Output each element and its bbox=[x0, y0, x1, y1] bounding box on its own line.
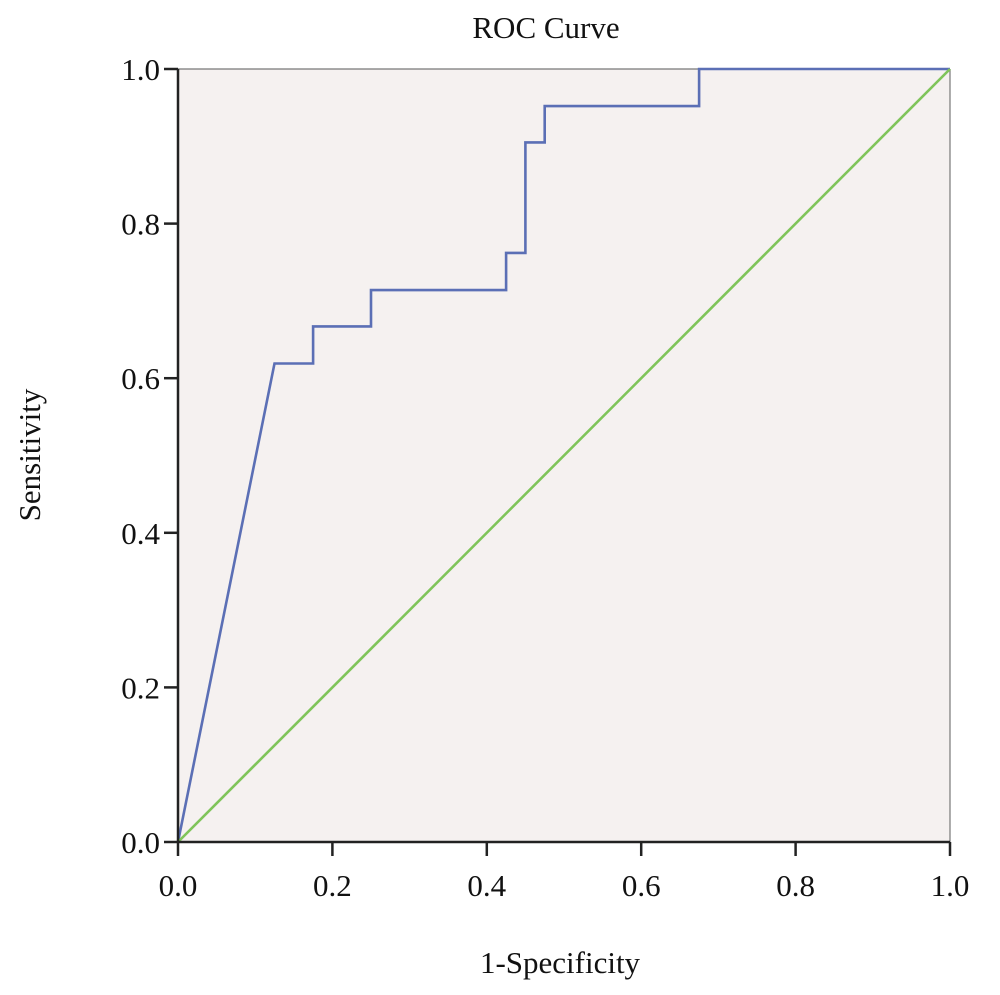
y-tick-label: 0.0 bbox=[121, 825, 160, 860]
y-tick-label: 0.6 bbox=[121, 361, 160, 396]
y-tick-label: 0.4 bbox=[121, 516, 160, 551]
y-tick-label: 0.2 bbox=[121, 670, 160, 705]
x-axis-title: 1-Specificity bbox=[480, 945, 641, 980]
x-tick-label: 1.0 bbox=[931, 868, 970, 903]
roc-curve bbox=[176, 67, 950, 843]
y-tick-label: 0.8 bbox=[121, 207, 160, 242]
x-tick-label: 0.8 bbox=[776, 868, 815, 903]
y-axis-title: Sensitivity bbox=[12, 388, 47, 521]
reference-line bbox=[177, 68, 951, 843]
y-tick-label: 1.0 bbox=[121, 52, 160, 87]
x-tick-label: 0.6 bbox=[622, 868, 661, 903]
x-tick-label: 0.2 bbox=[313, 868, 352, 903]
x-tick-label: 0.0 bbox=[159, 868, 198, 903]
x-tick-label: 0.4 bbox=[467, 868, 506, 903]
chart-title: ROC Curve bbox=[472, 10, 619, 45]
